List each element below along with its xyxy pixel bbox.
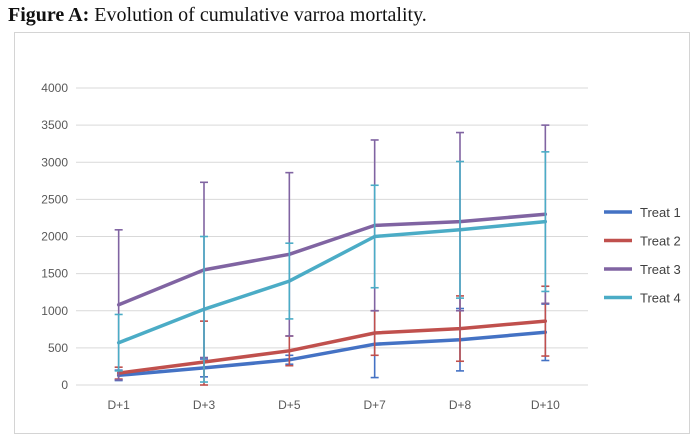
x-tick-label: D+3 <box>193 398 216 412</box>
figure-caption: Evolution of cumulative varroa mortality… <box>94 4 427 26</box>
y-tick-label: 500 <box>48 341 68 355</box>
x-tick-label: D+1 <box>107 398 130 412</box>
y-tick-label: 0 <box>61 378 68 392</box>
legend-label-1: Treat 1 <box>640 205 681 220</box>
y-tick-label: 3500 <box>41 118 68 132</box>
y-tick-label: 2000 <box>41 230 68 244</box>
series-line-3 <box>116 212 548 307</box>
series-line-2 <box>116 319 548 375</box>
legend-label-2: Treat 2 <box>640 234 681 249</box>
series-line-4 <box>116 219 548 345</box>
x-tick-label: D+7 <box>363 398 386 412</box>
y-tick-label: 1000 <box>41 304 68 318</box>
x-tick-label: D+8 <box>449 398 472 412</box>
y-tick-label: 2500 <box>41 192 68 206</box>
figure-label: Figure A: <box>8 4 90 26</box>
y-tick-label: 3000 <box>41 155 68 169</box>
y-tick-label: 1500 <box>41 267 68 281</box>
x-tick-label: D+10 <box>531 398 560 412</box>
x-tick-label: D+5 <box>278 398 301 412</box>
y-tick-label: 4000 <box>41 81 68 95</box>
legend-label-3: Treat 3 <box>640 262 681 277</box>
legend-label-4: Treat 4 <box>640 291 681 306</box>
series-line-1 <box>116 330 548 378</box>
figure-title: Figure A: Evolution of cumulative varroa… <box>8 4 427 27</box>
